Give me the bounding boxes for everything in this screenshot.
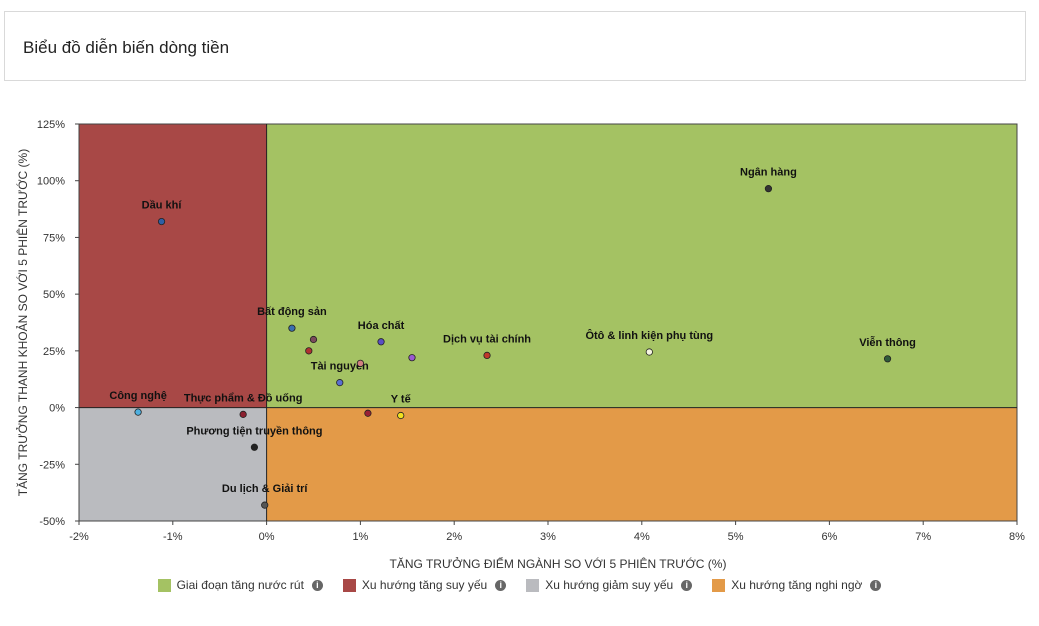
data-label-hóa-chất: Hóa chất <box>358 320 405 332</box>
legend-swatch <box>712 578 726 592</box>
legend-item-giai-doan-tang-nuoc-rut[interactable]: Giai đoạn tăng nước rút i <box>157 578 323 592</box>
legend-label: Xu hướng tăng suy yếu <box>361 578 488 592</box>
quadrant-xu-huong-tang-suy-yeu <box>79 124 267 408</box>
legend-swatch <box>526 578 540 592</box>
data-point-y-tế <box>397 411 405 420</box>
x-axis-label: TĂNG TRƯỞNG ĐIỂM NGÀNH SO VỚI 5 PHIÊN TR… <box>390 556 727 571</box>
data-label-ôtô-linh-kiện-phụ-tùng: Ôtô & linh kiện phụ tùng <box>585 329 713 342</box>
data-point-du-lịch-giải-trí <box>261 501 269 509</box>
data-point-tài-nguyên <box>336 379 344 387</box>
data-point-unlabeled <box>309 335 318 344</box>
data-label-phương-tiện-truyền-thông: Phương tiện truyền thông <box>186 425 322 437</box>
x-tick-label: 0% <box>259 531 275 543</box>
quadrant-xu-huong-giam-suy-yeu <box>79 407 267 521</box>
y-tick-label: 75% <box>43 232 65 244</box>
data-label-thực-phẩm-đồ-uống: Thực phẩm & Đồ uống <box>184 392 303 404</box>
data-point-unlabeled <box>305 347 313 355</box>
x-tick-label: 1% <box>352 531 368 543</box>
scatter-chart: -2% -1% 0% 1% 2% 3% 4% 5% 6% 7% 8% -50% -25% 0% 25% 50%… <box>15 119 1025 571</box>
info-icon[interactable]: i <box>681 579 693 591</box>
data-point-unlabeled <box>408 354 416 362</box>
data-label-ngân-hàng: Ngân hàng <box>740 167 797 179</box>
y-axis-label: TĂNG TRƯỞNG THANH KHOẢN SO VỚI 5 PHIÊN T… <box>15 149 30 496</box>
legend-item-xu-huong-tang-nghi-ngo[interactable]: Xu hướng tăng nghi ngờ i <box>712 578 882 592</box>
data-point-unlabeled <box>364 409 372 417</box>
x-tick-label: 5% <box>728 531 744 543</box>
y-tick-label: 25% <box>43 346 65 358</box>
y-tick-label: 0% <box>49 403 65 415</box>
legend-label: Giai đoạn tăng nước rút <box>176 578 304 592</box>
quadrant-xu-huong-tang-nghi-ngo <box>266 407 1018 521</box>
data-point-công-nghệ <box>134 408 142 416</box>
x-tick-label: 6% <box>821 531 837 543</box>
x-tick-label: 7% <box>915 531 931 543</box>
data-point-bất-động-sản <box>288 324 296 332</box>
data-point-ôtô-linh-kiện-phụ-tùng <box>645 348 653 356</box>
data-label-bất-động-sản: Bất động sản <box>257 306 327 318</box>
y-tick-label: 125% <box>37 119 65 131</box>
legend-label: Xu hướng giảm suy yếu <box>545 578 674 592</box>
data-label-du-lịch-giải-trí: Du lịch & Giải trí <box>222 483 309 495</box>
y-tick-label: -25% <box>39 459 65 471</box>
info-icon[interactable]: i <box>311 579 323 591</box>
quadrant-giai-doan-tang-nuoc-rut <box>266 124 1018 408</box>
x-tick-label: 8% <box>1009 531 1025 543</box>
legend-item-xu-huong-giam-suy-yeu[interactable]: Xu hướng giảm suy yếu i <box>526 578 693 592</box>
data-label-dầu-khí: Dầu khí <box>142 200 183 212</box>
legend-swatch <box>157 578 171 592</box>
chart-legend: Giai đoạn tăng nước rút i Xu hướng tăng … <box>0 578 1039 592</box>
data-point-unlabeled <box>356 359 364 367</box>
legend-swatch <box>342 578 356 592</box>
x-tick-label: 2% <box>446 531 462 543</box>
data-label-dịch-vụ-tài-chính: Dịch vụ tài chính <box>443 333 531 345</box>
data-point-viễn-thông <box>883 355 892 363</box>
x-tick-label: 4% <box>634 531 650 543</box>
x-tick-label: 3% <box>540 531 556 543</box>
info-icon[interactable]: i <box>870 579 882 591</box>
data-label-công-nghệ: Công nghệ <box>109 390 166 402</box>
data-label-y-tế: Y tế <box>391 394 412 406</box>
legend-label: Xu hướng tăng nghi ngờ <box>731 578 863 592</box>
data-point-ngân-hàng <box>764 185 773 193</box>
data-label-viễn-thông: Viễn thông <box>859 336 916 349</box>
data-point-phương-tiện-truyền-thông <box>250 443 259 451</box>
data-point-dịch-vụ-tài-chính <box>483 351 491 359</box>
x-tick-label: -2% <box>69 531 89 543</box>
page-title: Biểu đồ diễn biến dòng tiền <box>23 38 230 57</box>
x-tick-label: -1% <box>163 531 183 543</box>
data-point-thực-phẩm-đồ-uống <box>239 410 247 418</box>
y-tick-label: 100% <box>37 176 65 188</box>
legend-item-xu-huong-tang-suy-yeu[interactable]: Xu hướng tăng suy yếu i <box>342 578 507 592</box>
data-point-hóa-chất <box>377 338 385 346</box>
data-label-tài-nguyên: Tài nguyên <box>311 361 369 373</box>
chart-header: Biểu đồ diễn biến dòng tiền <box>4 11 1026 81</box>
data-point-dầu-khí <box>157 217 166 226</box>
info-icon[interactable]: i <box>495 579 507 591</box>
y-tick-label: 50% <box>43 289 65 301</box>
y-tick-label: -50% <box>39 516 65 528</box>
